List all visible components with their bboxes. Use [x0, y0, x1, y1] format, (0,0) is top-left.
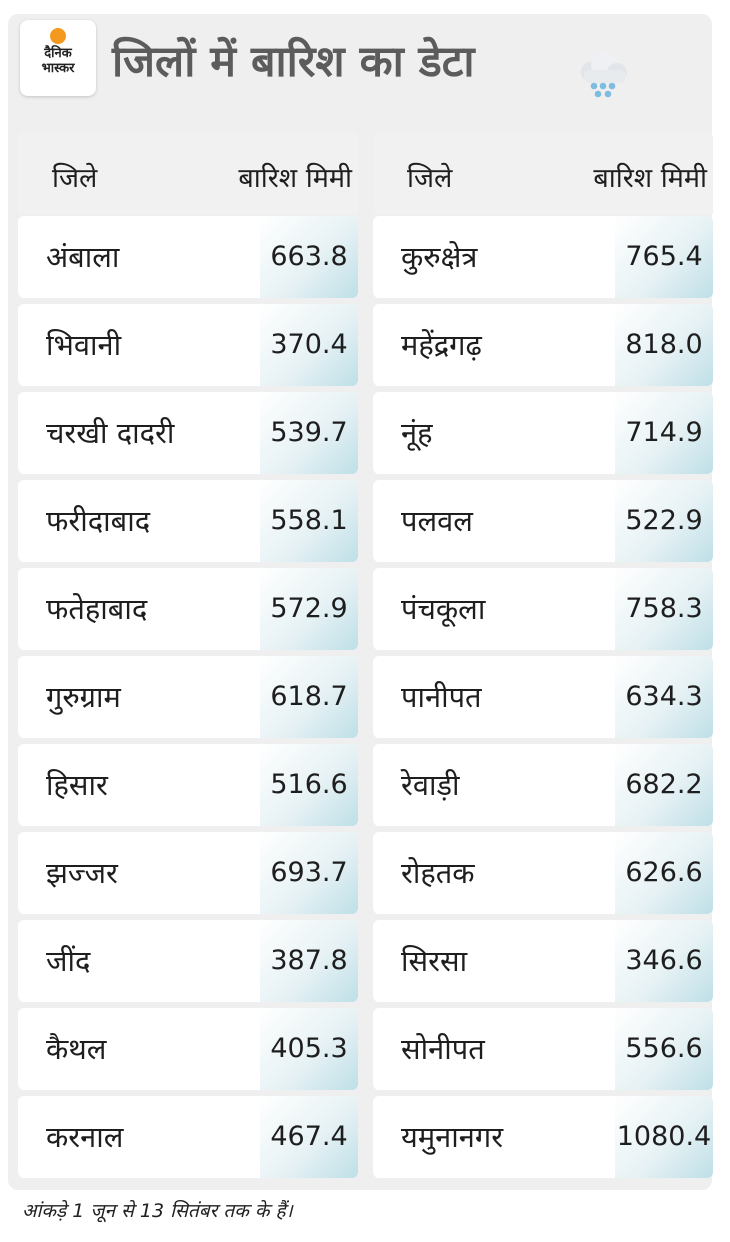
rain-value: 765.4: [615, 216, 713, 298]
district-name: कैथल: [46, 1032, 107, 1066]
district-name: यमुनानगर: [401, 1120, 504, 1154]
rain-value: 714.9: [615, 392, 713, 474]
district-name: रोहतक: [401, 856, 475, 890]
district-name: रेवाड़ी: [401, 768, 460, 802]
rain-value: 618.7: [260, 656, 358, 738]
table-row: महेंद्रगढ़ 818.0: [373, 304, 713, 386]
district-header: जिले: [52, 163, 98, 194]
table-body: कुरुक्षेत्र 765.4 महेंद्रगढ़ 818.0 नूंह 714.9…: [373, 216, 713, 1178]
page-title: जिलों में बारिश का डेटा: [112, 37, 475, 87]
district-name: झज्जर: [46, 856, 118, 890]
district-name: करनाल: [46, 1120, 124, 1154]
table-row: करनाल 467.4: [18, 1096, 358, 1178]
district-name: कुरुक्षेत्र: [401, 240, 478, 274]
table-row: पानीपत 634.3: [373, 656, 713, 738]
table-row: पंचकूला 758.3: [373, 568, 713, 650]
footnote: आंकड़े 1 जून से 13 सितंबर तक के हैं।: [22, 1200, 293, 1222]
rain-value: 626.6: [615, 832, 713, 914]
district-name: सोनीपत: [401, 1032, 485, 1066]
district-name: पानीपत: [401, 680, 482, 714]
rain-value: 346.6: [615, 920, 713, 1002]
rain-value: 663.8: [260, 216, 358, 298]
district-name: जींद: [46, 944, 91, 978]
table-row: रेवाड़ी 682.2: [373, 744, 713, 826]
district-name: फतेहाबाद: [46, 592, 148, 626]
dainik-bhaskar-logo: दैनिक भास्कर: [20, 20, 96, 96]
table-row: झज्जर 693.7: [18, 832, 358, 914]
district-header: जिले: [407, 163, 453, 194]
rain-value: 539.7: [260, 392, 358, 474]
district-name: पलवल: [401, 504, 473, 538]
table-row: यमुनानगर 1080.4: [373, 1096, 713, 1178]
rain-value: 818.0: [615, 304, 713, 386]
table-row: फतेहाबाद 572.9: [18, 568, 358, 650]
table-row: पलवल 522.9: [373, 480, 713, 562]
table-row: चरखी दादरी 539.7: [18, 392, 358, 474]
district-name: पंचकूला: [401, 592, 486, 626]
rain-value: 682.2: [615, 744, 713, 826]
district-name: अंबाला: [46, 240, 120, 274]
rain-value: 634.3: [615, 656, 713, 738]
rain-value: 758.3: [615, 568, 713, 650]
logo-text-line2: भास्कर: [41, 61, 75, 76]
district-name: हिसार: [46, 768, 108, 802]
table-row: सिरसा 346.6: [373, 920, 713, 1002]
district-name: सिरसा: [401, 944, 468, 978]
table-header: जिले बारिश मिमी: [18, 132, 358, 214]
left-column-table: जिले बारिश मिमी अंबाला 663.8 भिवानी 370.4 चर…: [18, 132, 358, 1178]
rain-value: 516.6: [260, 744, 358, 826]
rain-cloud-icon: [581, 51, 627, 98]
table-row: हिसार 516.6: [18, 744, 358, 826]
sun-dot-icon: [50, 28, 66, 44]
district-name: चरखी दादरी: [46, 416, 175, 450]
right-column-table: जिले बारिश मिमी कुरुक्षेत्र 765.4 महेंद्रग…: [373, 132, 713, 1178]
table-row: फरीदाबाद 558.1: [18, 480, 358, 562]
district-name: गुरुग्राम: [46, 680, 121, 714]
rain-value: 405.3: [260, 1008, 358, 1090]
table-row: कैथल 405.3: [18, 1008, 358, 1090]
table-row: सोनीपत 556.6: [373, 1008, 713, 1090]
rain-value: 1080.4: [615, 1096, 713, 1178]
logo-text-line1: दैनिक: [44, 46, 72, 61]
rain-value: 556.6: [615, 1008, 713, 1090]
table-row: भिवानी 370.4: [18, 304, 358, 386]
table-row: अंबाला 663.8: [18, 216, 358, 298]
rain-value: 522.9: [615, 480, 713, 562]
table-row: रोहतक 626.6: [373, 832, 713, 914]
rain-header: बारिश मिमी: [593, 163, 707, 194]
district-name: फरीदाबाद: [46, 504, 151, 538]
district-name: भिवानी: [46, 328, 122, 362]
district-name: महेंद्रगढ़: [401, 328, 482, 362]
table-row: कुरुक्षेत्र 765.4: [373, 216, 713, 298]
rain-value: 572.9: [260, 568, 358, 650]
table-header: जिले बारिश मिमी: [373, 132, 713, 214]
table-row: गुरुग्राम 618.7: [18, 656, 358, 738]
rain-value: 693.7: [260, 832, 358, 914]
table-body: अंबाला 663.8 भिवानी 370.4 चरखी दादरी 539.7 फरी…: [18, 216, 358, 1178]
rain-header: बारिश मिमी: [238, 163, 352, 194]
table-row: नूंह 714.9: [373, 392, 713, 474]
rain-value: 558.1: [260, 480, 358, 562]
rain-value: 387.8: [260, 920, 358, 1002]
rain-value: 467.4: [260, 1096, 358, 1178]
table-row: जींद 387.8: [18, 920, 358, 1002]
rain-value: 370.4: [260, 304, 358, 386]
district-name: नूंह: [401, 416, 433, 450]
